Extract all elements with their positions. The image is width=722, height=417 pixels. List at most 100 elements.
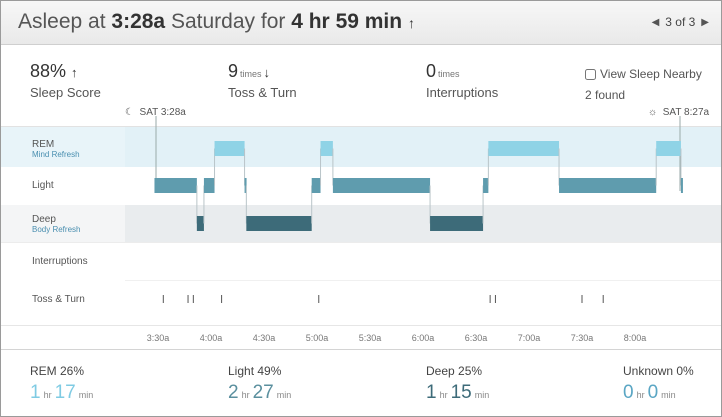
stage-summary-name: Unknown 0% [623, 364, 694, 378]
stage-summary-item: Unknown 0% 0 hr 0 min [623, 364, 694, 404]
duration-number: 15 [450, 382, 472, 403]
pager: ◀ 3 of 3 ▶ [652, 15, 709, 29]
interruptions-row-label: Interruptions [32, 256, 88, 267]
stage-summary-name: Deep 25% [426, 364, 483, 378]
stage-segment-light [154, 178, 197, 193]
stage-summary-duration: 1 hr 17 min [30, 382, 96, 404]
deep-row-sublabel: Body Refresh [32, 225, 81, 234]
sleep-duration: 4 hr 59 min [291, 10, 403, 33]
duration-number: 0 [623, 382, 634, 403]
duration-number: 2 [228, 382, 239, 403]
deep-band-plot [125, 205, 721, 242]
timeline-start-label: SAT 3:28a [139, 107, 186, 118]
view-sleep-nearby: View Sleep Nearby 2 found [585, 67, 702, 102]
row-label-deep: Deep Body Refresh [32, 214, 80, 234]
duration-unit: min [661, 390, 676, 400]
stage-segment-rem [320, 141, 333, 156]
stage-summary-name: Light 49% [228, 364, 282, 378]
sleep-score-label: Sleep Score [30, 85, 101, 100]
time-tick-label: 4:30a [253, 333, 276, 343]
duration-unit: hr [43, 390, 52, 400]
interruptions-unit: times [438, 69, 460, 79]
duration-unit: min [474, 390, 490, 400]
time-tick-label: 7:30a [571, 333, 594, 343]
view-nearby-toggle[interactable]: View Sleep Nearby [585, 67, 702, 81]
time-tick-label: 5:00a [306, 333, 329, 343]
stage-segment-deep [430, 216, 484, 231]
row-label-rem: REM Mind Refresh [32, 139, 80, 159]
stage-segment-light [332, 178, 431, 193]
stage-summary-item: REM 26% 1 hr 17 min [30, 364, 96, 404]
nearby-found-count: 2 found [585, 88, 626, 102]
duration-unit: min [276, 390, 292, 400]
duration-number: 17 [54, 382, 76, 403]
stage-segment-deep [196, 216, 204, 231]
asleep-time: 3:28a [111, 10, 166, 33]
stage-summary: REM 26% 1 hr 17 min Light 49% 2 hr 27 min Deep 25%… [1, 349, 721, 416]
sleep-stage-chart: 3:30a 4:00a 4:30a 5:00a 5:30a 6:00a 6:30a 7:00a… [1, 116, 721, 343]
title-prefix: Asleep at [18, 10, 106, 33]
title-day: Saturday for [170, 10, 286, 33]
timeline-end-label: SAT 8:27a [662, 107, 710, 118]
time-tick-label: 6:00a [412, 333, 435, 343]
interruptions-value: 0 [426, 61, 437, 81]
stage-summary-name: REM 26% [30, 364, 85, 378]
stage-segment-rem [488, 141, 560, 156]
pager-text: 3 of 3 [665, 15, 696, 29]
stage-segment-light [203, 178, 215, 193]
stage-segment-deep [246, 216, 312, 231]
stage-summary-duration: 0 hr 0 min [623, 382, 694, 404]
time-tick-label: 3:30a [147, 333, 170, 343]
stage-segment-light [559, 178, 657, 193]
stage-segment-light [244, 178, 247, 193]
stage-summary-item: Deep 25% 1 hr 15 min [426, 364, 492, 404]
time-tick-label: 5:30a [359, 333, 382, 343]
stage-segment-light [483, 178, 489, 193]
stage-segment-rem [214, 141, 245, 156]
duration-unit: min [78, 390, 94, 400]
duration-number: 1 [426, 382, 437, 403]
light-row-label: Light [32, 180, 54, 191]
toss-turn-value: 9 [228, 61, 239, 81]
score-up-arrow-icon: ↑ [71, 65, 78, 80]
toss-down-arrow-icon: ↓ [263, 65, 271, 80]
trend-up-icon: ↑ [407, 15, 415, 31]
stage-segments [154, 141, 683, 231]
previous-icon[interactable]: ◀ [651, 16, 660, 28]
next-icon[interactable]: ▶ [701, 16, 709, 28]
view-nearby-checkbox[interactable] [585, 69, 596, 80]
toss-row-label: Toss & Turn [32, 294, 85, 305]
stage-summary-item: Light 49% 2 hr 27 min [228, 364, 294, 404]
stage-segment-light [680, 178, 683, 193]
duration-number: 0 [647, 382, 659, 403]
duration-unit: hr [636, 390, 645, 400]
interruptions-label: Interruptions [426, 85, 499, 100]
stage-summary-duration: 1 hr 15 min [426, 382, 492, 404]
duration-unit: hr [241, 390, 250, 400]
duration-number: 27 [252, 382, 274, 403]
time-tick-label: 7:00a [518, 333, 541, 343]
time-tick-label: 8:00a [624, 333, 647, 343]
time-tick-label: 4:00a [200, 333, 223, 343]
sleep-score-value: 88% [30, 61, 67, 81]
toss-turn-marks [162, 295, 604, 303]
header-bar: Asleep at 3:28a Saturday for 4 hr 59 min… [1, 1, 721, 45]
sleep-title: Asleep at 3:28a Saturday for 4 hr 59 min… [18, 10, 415, 34]
time-axis: 3:30a 4:00a 4:30a 5:00a 5:30a 6:00a 6:30a 7:00a… [147, 333, 647, 343]
deep-row-label: Deep [32, 214, 56, 225]
duration-unit: hr [439, 390, 448, 400]
sun-icon: ☼ [648, 107, 658, 118]
stage-summary-duration: 2 hr 27 min [228, 382, 294, 404]
timeline-end: ☼ SAT 8:27a [648, 107, 709, 118]
duration-number: 1 [30, 382, 41, 403]
rem-row-sublabel: Mind Refresh [32, 150, 80, 159]
stage-segment-rem [656, 141, 681, 156]
timeline-start: ☾ SAT 3:28a [125, 107, 186, 118]
toss-turn-unit: times [240, 69, 262, 79]
sleep-score-stat: 88% ↑ Sleep Score [30, 61, 101, 100]
moon-icon: ☾ [125, 107, 134, 118]
time-tick-label: 6:30a [465, 333, 488, 343]
toss-turn-stat: 9 times ↓ Toss & Turn [228, 61, 297, 100]
stage-segment-light [311, 178, 321, 193]
